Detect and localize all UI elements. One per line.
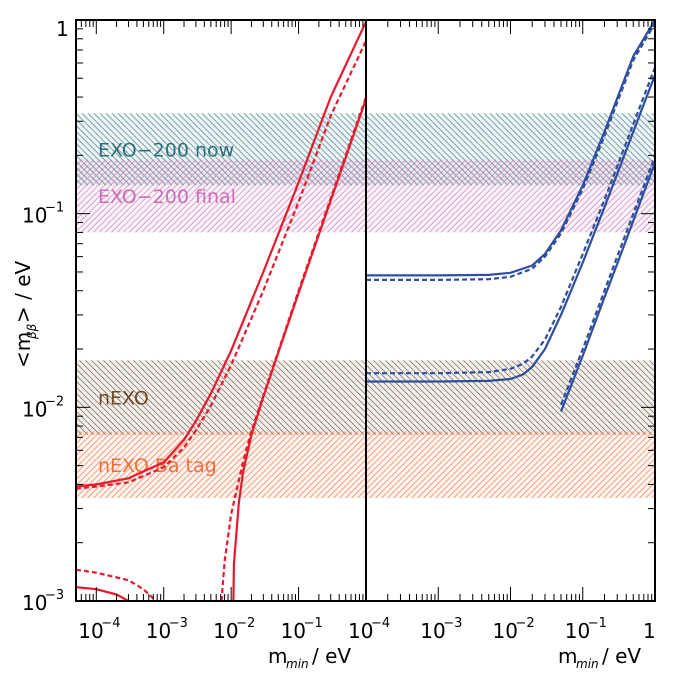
- labels-layer: <m ββ > / eV m min / eV m min / eV: [11, 260, 641, 671]
- series-line-right-1: [366, 22, 655, 281]
- series-line-left-1: [76, 40, 366, 490]
- x-tick-label: 10−2: [493, 616, 535, 643]
- svg-text:1: 1: [643, 619, 656, 643]
- svg-text:10: 10: [78, 619, 103, 643]
- band-nexo-ba-tag: nEXO Ba tag: [76, 431, 655, 499]
- svg-text:−2: −2: [516, 616, 535, 631]
- x-tick-label: 10−4: [78, 616, 120, 643]
- svg-text:10: 10: [348, 619, 373, 643]
- band-exo-200-final: EXO−200 final: [76, 159, 655, 233]
- x-tick-label: 10−3: [146, 616, 188, 643]
- series-line-right-4: [559, 162, 655, 412]
- bands-layer: EXO−200 now EXO−200 final nEXO nEXO Ba tag: [76, 113, 655, 499]
- band-label: EXO−200 now: [98, 139, 234, 161]
- svg-text:−1: −1: [588, 616, 607, 631]
- series-line-left-5: [232, 98, 366, 601]
- series-line-left-2: [76, 568, 158, 601]
- svg-text:−2: −2: [45, 394, 64, 409]
- y-tick-label: 10−2: [22, 394, 64, 421]
- series-line-right-0: [366, 20, 655, 277]
- curves-layer: [76, 20, 655, 601]
- svg-text:10: 10: [565, 619, 590, 643]
- svg-text:<m: <m: [11, 332, 35, 368]
- svg-text:m: m: [558, 644, 577, 668]
- svg-text:> / eV: > / eV: [11, 260, 35, 323]
- x-tick-label: 10−4: [348, 616, 390, 643]
- y-tick-label: 10−3: [22, 588, 64, 615]
- svg-text:−3: −3: [45, 588, 64, 603]
- x-tick-label: 10−1: [565, 616, 607, 643]
- y-tick-label: 10−1: [22, 201, 64, 228]
- series-group-left: [76, 21, 366, 601]
- y-tick-label: 1: [56, 17, 69, 41]
- svg-text:−4: −4: [371, 616, 390, 631]
- svg-text:ββ: ββ: [25, 323, 39, 340]
- ticks-layer: 110−110−210−310−4 10−3 10−2 10−1 10−4 10−3 10−…: [22, 17, 656, 643]
- svg-text:−3: −3: [169, 616, 188, 631]
- svg-text:1: 1: [56, 17, 69, 41]
- series-line-right-3: [366, 66, 655, 375]
- svg-text:min: min: [286, 657, 309, 671]
- svg-text:/ eV: / eV: [312, 644, 351, 668]
- svg-text:/ eV: / eV: [602, 644, 641, 668]
- series-group-right: [366, 20, 655, 412]
- svg-text:10: 10: [22, 204, 47, 228]
- x-tick-label: 10−2: [213, 616, 255, 643]
- series-line-left-0: [76, 21, 366, 488]
- frame-layer: [75, 19, 656, 602]
- svg-text:10: 10: [493, 619, 518, 643]
- svg-text:10: 10: [213, 619, 238, 643]
- y-axis-title: <m ββ > / eV: [11, 260, 39, 368]
- svg-text:10: 10: [146, 619, 171, 643]
- band-label: EXO−200 final: [98, 186, 236, 208]
- svg-text:−4: −4: [101, 616, 120, 631]
- svg-text:10: 10: [22, 591, 47, 615]
- series-line-right-2: [366, 74, 655, 383]
- band-label: nEXO: [98, 388, 149, 410]
- svg-text:m: m: [268, 644, 287, 668]
- series-line-right-5: [559, 155, 655, 406]
- svg-text:−1: −1: [45, 201, 64, 216]
- svg-text:10: 10: [281, 619, 306, 643]
- x-tick-label: 10−1: [281, 616, 323, 643]
- x-tick-label: 10−3: [420, 616, 462, 643]
- svg-text:10: 10: [420, 619, 445, 643]
- svg-text:10: 10: [22, 397, 47, 421]
- x-axis-title-right: m min / eV: [558, 644, 641, 671]
- svg-text:−3: −3: [443, 616, 462, 631]
- x-tick-label: 1: [643, 619, 656, 643]
- band-nexo: nEXO: [76, 360, 655, 435]
- x-axis-title-left: m min / eV: [268, 644, 351, 671]
- svg-text:−1: −1: [304, 616, 323, 631]
- svg-text:min: min: [576, 657, 599, 671]
- svg-text:−2: −2: [236, 616, 255, 631]
- series-line-left-4: [76, 586, 131, 601]
